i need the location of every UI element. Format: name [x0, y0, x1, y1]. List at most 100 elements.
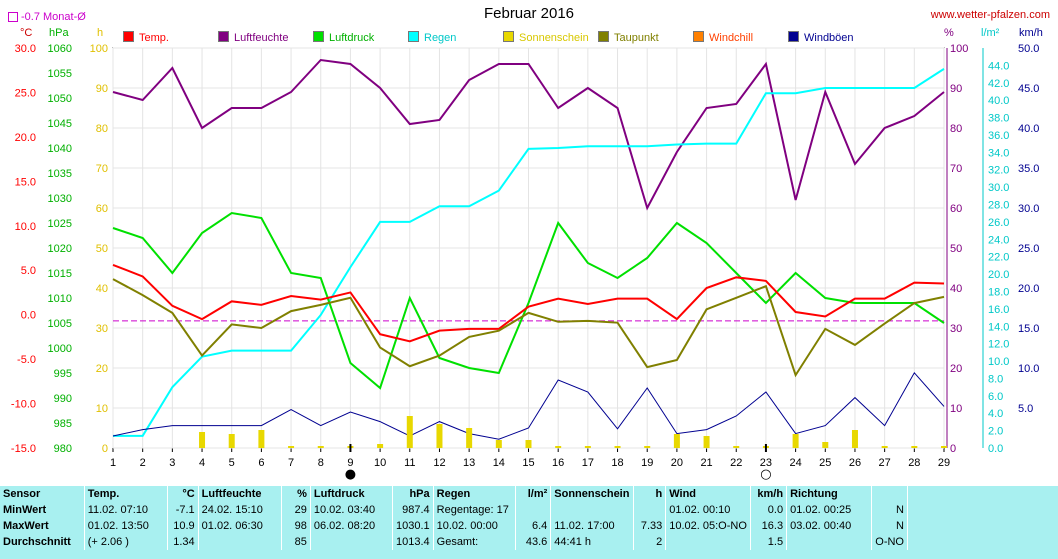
stats-header-cell: Temp.: [84, 486, 169, 502]
legend-label: Taupunkt: [614, 32, 659, 44]
pressure-tick-label: 1025: [48, 218, 72, 230]
rain-tick-label: 36.0: [988, 130, 1009, 142]
sunshine-bar: [673, 434, 680, 448]
stats-cell: 6.4: [515, 518, 552, 534]
rain-tick-label: 16.0: [988, 304, 1009, 316]
sunshine-bar: [733, 446, 740, 448]
stats-cell: -7.1: [167, 502, 199, 518]
stats-cell: 01.02. 00:25: [786, 502, 873, 518]
stats-header-cell: %: [281, 486, 311, 502]
sunshine-bar: [495, 440, 502, 448]
moon-phase-icon: ○: [760, 467, 771, 482]
x-tick-label: 18: [611, 457, 623, 469]
hours-tick-label: 100: [90, 43, 108, 55]
sunshine-bar: [199, 432, 206, 448]
percent-tick-label: 90: [950, 83, 962, 95]
percent-tick-label: 40: [950, 283, 962, 295]
series-line-taupunkt: [112, 278, 945, 378]
x-tick-label: 26: [849, 457, 861, 469]
stats-cell: N: [871, 502, 908, 518]
stats-header-cell: Regen: [433, 486, 516, 502]
x-tick-label: 9: [347, 457, 353, 469]
percent-unit: %: [944, 27, 954, 39]
wind-tick-label: 20.0: [1018, 283, 1039, 295]
sunshine-bar: [406, 416, 413, 448]
statistics-table: Sensor Temp. °C Luftfeuchte % Luftdruck …: [0, 486, 908, 550]
stats-cell: [633, 502, 667, 518]
stats-cell: Gesamt:: [433, 534, 516, 550]
rain-tick-label: 20.0: [988, 269, 1009, 281]
temp-tick-label: 15.0: [15, 176, 36, 188]
stats-cell: 01.02. 13:50: [84, 518, 169, 534]
rain-tick-label: 24.0: [988, 234, 1009, 246]
temp-tick-label: -15.0: [11, 443, 36, 455]
stats-header-cell: Sensor: [0, 486, 85, 502]
legend-swatch: [503, 31, 514, 42]
rain-tick-label: 4.0: [988, 408, 1003, 420]
chart-plot: 1 2 3 4 5 6 7 8 9 10 11 12 13 14 15 16 17 18 19 20 21 22 23 24 2…: [11, 43, 1040, 482]
series-line-windböen: [112, 371, 945, 440]
stats-header-cell: Richtung: [786, 486, 873, 502]
legend-swatch: [313, 31, 324, 42]
sunshine-bar: [288, 446, 295, 448]
legend-swatch: [218, 31, 229, 42]
sunshine-bar: [792, 434, 799, 448]
hours-unit: h: [97, 27, 104, 39]
stats-cell: 29: [281, 502, 311, 518]
stats-cell: 98: [281, 518, 311, 534]
stats-row-average: Durchschnitt (+ 2.06 ) 1.34 85 1013.4 Ge…: [0, 534, 908, 550]
stats-header-cell: [871, 486, 908, 502]
pressure-tick-label: 1010: [48, 293, 72, 305]
series-line-temp-: [112, 263, 945, 343]
legend-dewpoint: Taupunkt: [598, 31, 659, 44]
legend-sunshine: Sonnenschein: [503, 31, 589, 44]
stats-header-row: Sensor Temp. °C Luftfeuchte % Luftdruck …: [0, 486, 908, 502]
legend-swatch: [123, 31, 134, 42]
x-tick-label: 19: [641, 457, 653, 469]
stats-cell: N: [871, 518, 908, 534]
stats-cell: MinWert: [0, 502, 85, 518]
stats-cell: 0.0: [750, 502, 788, 518]
stats-cell: 10.02. 00:00: [433, 518, 516, 534]
legend-swatch: [598, 31, 609, 42]
stats-header-cell: h: [633, 486, 667, 502]
x-tick-label: 28: [908, 457, 920, 469]
pressure-tick-label: 1060: [48, 43, 72, 55]
rain-tick-label: 6.0: [988, 391, 1003, 403]
x-tick-label: 11: [404, 457, 415, 469]
rain-tick-label: 22.0: [988, 252, 1009, 264]
stats-cell: 03.02. 00:40: [786, 518, 873, 534]
hours-tick-label: 0: [102, 443, 108, 455]
stats-cell: 01.02. 06:30: [198, 518, 283, 534]
pressure-tick-label: 1030: [48, 193, 72, 205]
statistics-panel: Sensor Temp. °C Luftfeuchte % Luftdruck …: [0, 486, 1058, 559]
stats-cell: 85: [281, 534, 311, 550]
stats-cell: 16.3: [750, 518, 788, 534]
sunshine-bar: [911, 446, 918, 448]
temp-unit: °C: [20, 27, 33, 39]
pressure-tick-label: 990: [54, 393, 72, 405]
rain-tick-label: 14.0: [988, 321, 1009, 333]
stats-header-cell: Wind: [665, 486, 751, 502]
stats-header-cell: Luftdruck: [310, 486, 393, 502]
hours-tick-label: 10: [96, 403, 108, 415]
rain-tick-label: 30.0: [988, 182, 1009, 194]
x-tick-label: 29: [938, 457, 950, 469]
temp-tick-label: 30.0: [15, 43, 36, 55]
pressure-tick-label: 985: [54, 418, 72, 430]
temp-average-marker: -0.7 Monat-Ø: [8, 11, 86, 23]
hours-tick-label: 60: [96, 203, 108, 215]
pressure-tick-label: 1045: [48, 118, 72, 130]
website-link[interactable]: www.wetter-pfalzen.com: [930, 9, 1050, 21]
stats-cell: Durchschnitt: [0, 534, 85, 550]
pressure-unit: hPa: [49, 27, 69, 39]
rain-tick-label: 18.0: [988, 286, 1009, 298]
pressure-tick-label: 1035: [48, 168, 72, 180]
rain-tick-label: 10.0: [988, 356, 1009, 368]
temp-tick-label: 5.0: [21, 265, 36, 277]
stats-cell: 44:41 h: [550, 534, 635, 550]
stats-cell: 06.02. 08:20: [310, 518, 393, 534]
legend-windchill: Windchill: [693, 31, 753, 44]
hours-tick-label: 70: [96, 163, 108, 175]
x-tick-label: 3: [169, 457, 175, 469]
